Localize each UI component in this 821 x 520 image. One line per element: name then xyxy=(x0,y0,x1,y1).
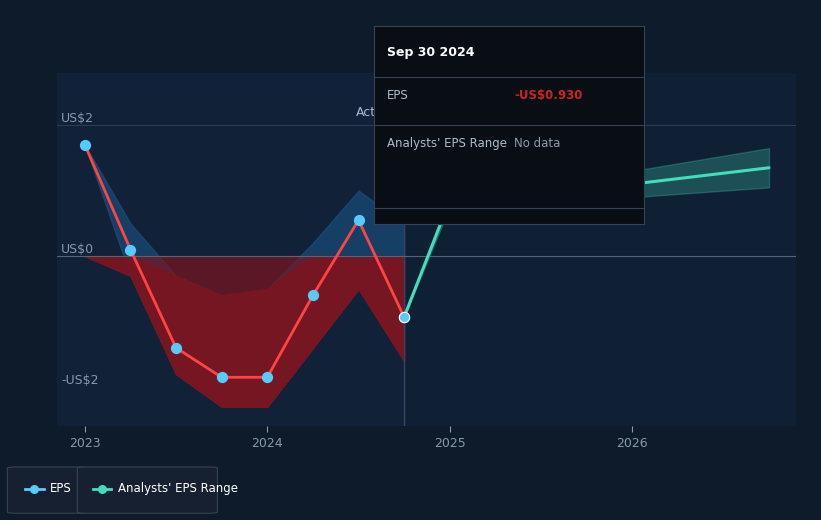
Text: Analysts' EPS Range: Analysts' EPS Range xyxy=(388,137,507,150)
Text: Actual: Actual xyxy=(355,106,395,119)
Text: EPS: EPS xyxy=(50,483,72,495)
FancyBboxPatch shape xyxy=(7,467,89,513)
Text: US$0: US$0 xyxy=(61,243,94,256)
Text: -US$0.930: -US$0.930 xyxy=(515,89,583,102)
FancyBboxPatch shape xyxy=(77,467,218,513)
Point xyxy=(626,180,639,188)
Point xyxy=(169,344,182,352)
Point xyxy=(96,485,109,493)
Point xyxy=(124,245,137,254)
Point xyxy=(352,216,365,224)
Text: No data: No data xyxy=(515,137,561,150)
Text: Analysts Forecasts: Analysts Forecasts xyxy=(413,106,530,119)
Text: -US$2: -US$2 xyxy=(61,374,99,387)
Point xyxy=(261,373,274,382)
Text: EPS: EPS xyxy=(388,89,409,102)
Point xyxy=(397,313,410,321)
Point xyxy=(215,373,228,382)
Text: Sep 30 2024: Sep 30 2024 xyxy=(388,46,475,59)
Point xyxy=(28,485,41,493)
Bar xyxy=(57,73,404,426)
Point xyxy=(397,313,410,321)
Point xyxy=(78,141,91,149)
Text: Analysts' EPS Range: Analysts' EPS Range xyxy=(118,483,238,495)
Text: US$2: US$2 xyxy=(61,112,94,125)
Point xyxy=(306,291,319,300)
